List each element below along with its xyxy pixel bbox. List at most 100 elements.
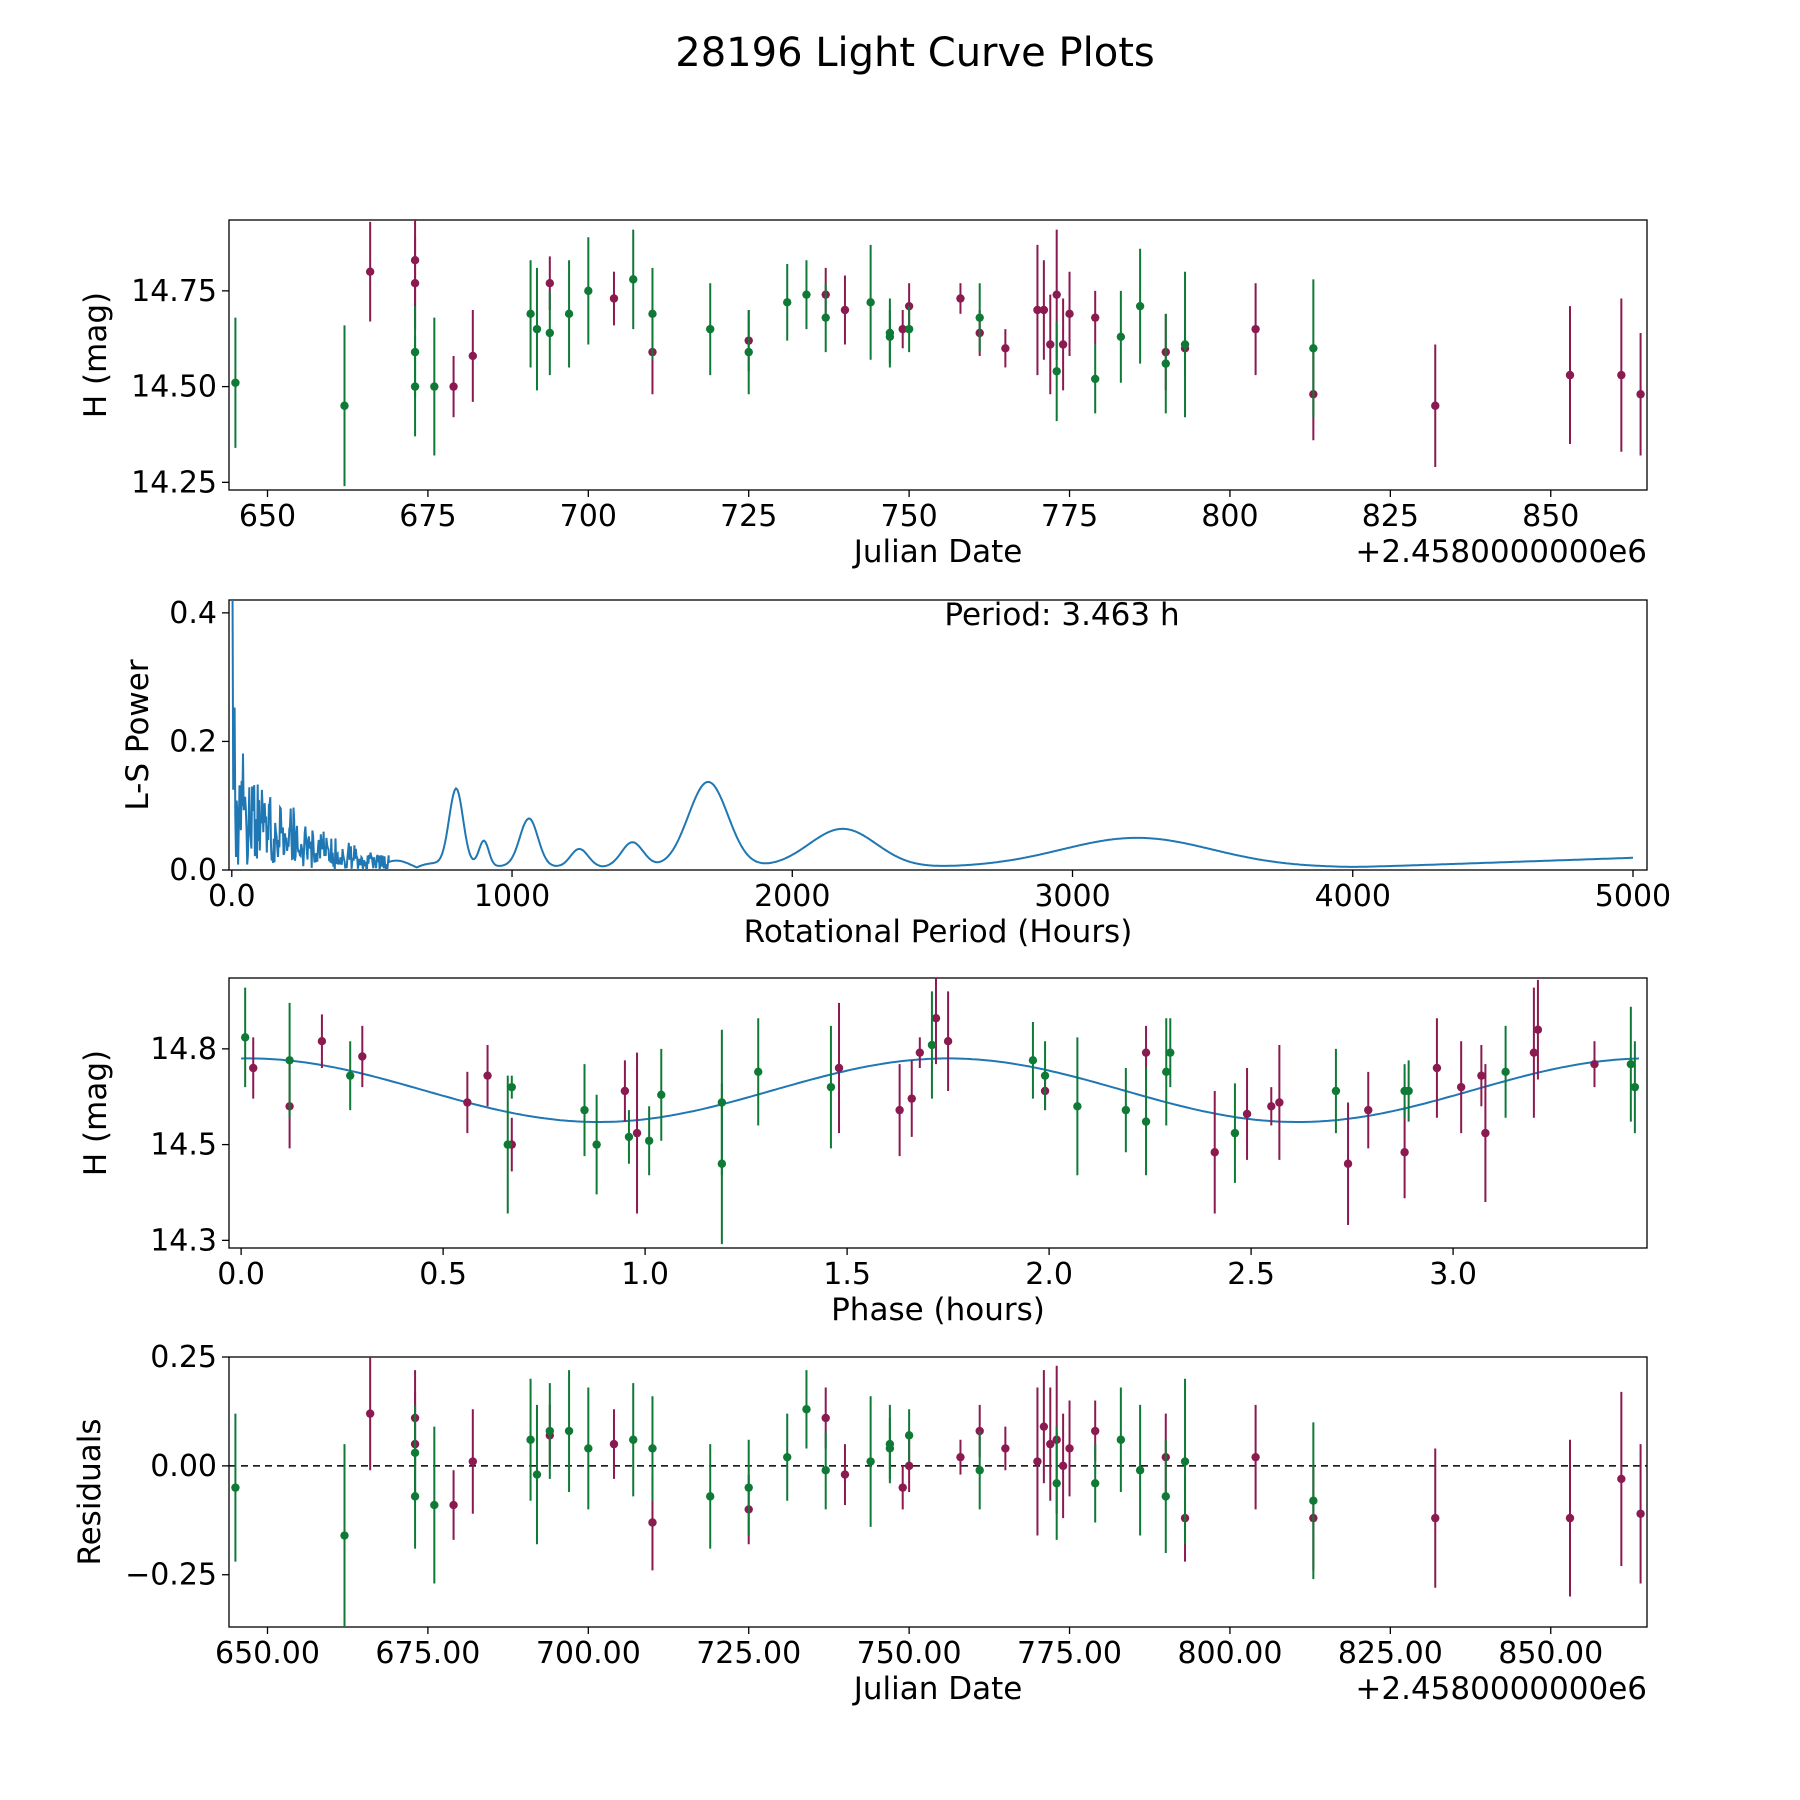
data-point — [609, 1439, 619, 1449]
data-point — [885, 1444, 895, 1453]
data-point — [1636, 390, 1645, 399]
data-point — [706, 324, 715, 334]
data-point — [840, 1470, 850, 1479]
data-point — [1090, 1479, 1100, 1488]
data-point — [895, 1105, 904, 1115]
data-point — [1058, 340, 1068, 349]
data-point — [249, 1063, 258, 1073]
data-point — [1267, 1102, 1276, 1111]
data-point — [358, 1052, 367, 1061]
data-point — [285, 1056, 294, 1065]
data-point — [1141, 1117, 1151, 1126]
data-point — [1180, 340, 1190, 349]
data-point — [410, 1492, 420, 1501]
data-point — [1565, 1513, 1575, 1523]
data-point — [802, 290, 811, 299]
x-tick-label: 675 — [399, 499, 456, 534]
data-point — [744, 347, 753, 357]
data-point — [1052, 1479, 1061, 1488]
data-point — [1431, 1513, 1440, 1523]
data-point — [1116, 1435, 1126, 1444]
data-point — [826, 1082, 836, 1092]
y-tick-label: 14.5 — [150, 1128, 217, 1163]
data-point — [866, 298, 875, 307]
data-point — [1162, 1067, 1171, 1077]
x-tick-label: 650 — [239, 499, 296, 534]
data-point — [526, 309, 535, 319]
x-tick-label: 850.00 — [1498, 1636, 1603, 1671]
data-point — [1135, 1466, 1145, 1475]
data-point — [1309, 1496, 1318, 1505]
panels: 650 675 700 725 750 775 800 825 850 14.25 14.50 14.… — [72, 219, 1671, 1707]
data-point — [545, 278, 555, 288]
x-tick-label: 800.00 — [1177, 1636, 1282, 1671]
x-tick-label: 775.00 — [1017, 1636, 1122, 1671]
data-point — [1590, 1059, 1599, 1069]
data-point — [1565, 370, 1575, 380]
data-point — [1331, 1086, 1341, 1096]
data-point — [231, 378, 240, 387]
y-tick-label: 0.25 — [150, 1340, 217, 1375]
series-filter_g — [231, 229, 1318, 487]
data-point — [1432, 1063, 1442, 1073]
x-tick-label: 800 — [1201, 499, 1258, 534]
data-point — [1073, 1102, 1082, 1111]
data-point — [1090, 1426, 1100, 1436]
x-offset-label: +2.4580000000e6 — [1355, 1671, 1647, 1707]
series-filter_g — [240, 987, 1640, 1245]
x-tick-label: 750 — [880, 499, 937, 534]
y-tick-label: 14.50 — [131, 370, 217, 405]
data-point — [507, 1082, 516, 1092]
period-annotation: Period: 3.463 h — [944, 597, 1179, 633]
y-tick-label: 0.00 — [150, 1449, 217, 1484]
data-point — [620, 1086, 630, 1096]
data-layer — [231, 220, 1645, 487]
data-point — [1343, 1159, 1353, 1168]
data-point — [754, 1067, 763, 1077]
y-axis-label: H (mag) — [78, 1050, 114, 1176]
data-layer — [240, 978, 1640, 1245]
data-point — [1090, 313, 1100, 322]
x-tick-label: 3.0 — [1429, 1257, 1477, 1292]
x-tick-label: 725.00 — [696, 1636, 801, 1671]
x-tick-label: 825.00 — [1338, 1636, 1443, 1671]
data-point — [1028, 1056, 1038, 1065]
data-point — [1630, 1082, 1640, 1092]
data-point — [1161, 1492, 1170, 1501]
data-point — [503, 1140, 512, 1149]
y-tick-label: 0.2 — [169, 724, 217, 759]
data-point — [1275, 1098, 1284, 1107]
data-point — [468, 351, 478, 361]
data-point — [907, 1094, 916, 1103]
data-point — [1039, 305, 1049, 315]
data-point — [340, 1531, 349, 1540]
x-tick-label: 2000 — [754, 879, 830, 914]
data-point — [904, 324, 914, 334]
data-point — [885, 332, 895, 342]
data-layer — [231, 1357, 1645, 1627]
y-axis-label: L-S Power — [120, 659, 156, 810]
plot-frame — [228, 599, 1648, 871]
data-point — [632, 1128, 642, 1138]
data-point — [345, 1071, 355, 1080]
data-point — [975, 313, 984, 322]
x-tick-label: 650.00 — [215, 1636, 320, 1671]
data-point — [1364, 1105, 1373, 1115]
data-point — [449, 382, 458, 391]
data-point — [545, 1426, 555, 1436]
data-point — [340, 401, 349, 410]
x-tick-label: 1000 — [474, 879, 550, 914]
x-tick-label: 675.00 — [375, 1636, 480, 1671]
x-tick-label: 1.0 — [621, 1257, 669, 1292]
data-point — [1058, 1461, 1068, 1471]
data-point — [1251, 1452, 1260, 1462]
y-tick-label: 0.0 — [169, 853, 217, 888]
x-offset-label: +2.4580000000e6 — [1355, 534, 1647, 570]
x-tick-label: 825 — [1362, 499, 1419, 534]
x-tick-label: 0.5 — [419, 1257, 467, 1292]
data-point — [1039, 1422, 1049, 1431]
axes-residuals: 650.00 675.00 700.00 725.00 750.00 775.00 800.… — [72, 1340, 1648, 1707]
data-point — [657, 1090, 666, 1100]
